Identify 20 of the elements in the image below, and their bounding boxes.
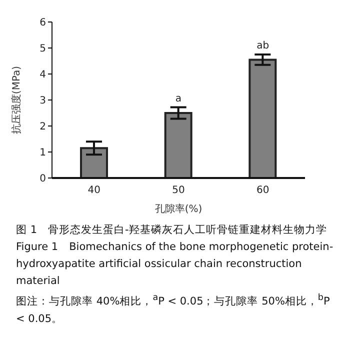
x-axis-title: 孔隙率(%) (154, 203, 202, 215)
y-tick-label: 6 (40, 18, 46, 29)
x-tick-label: 50 (172, 185, 185, 196)
text: Figure 1 Biomechanics of the bone morphogenetic protein-hydroxyapatite artificial ossicular chain reconstruction material (16, 240, 334, 289)
bar (248, 58, 277, 178)
bar (80, 147, 108, 178)
y-tick-label: 4 (40, 70, 46, 81)
y-tick-label: 0 (40, 174, 46, 185)
y-axis-title: 抗压强度(MPa) (10, 66, 23, 134)
text: 图注：与孔隙率 40%相比，$^{a}$P < 0.05；与孔隙率 50%相比，$^{b}$P < 0.05。 (16, 293, 330, 324)
bar (164, 112, 192, 178)
x-tick-label: 40 (88, 185, 101, 196)
annotation: ab (256, 40, 270, 52)
annotation: a (175, 93, 182, 104)
x-tick-label: 60 (256, 185, 270, 196)
y-tick-label: 3 (40, 96, 46, 107)
text: 图 1 骨形态发生蛋白-羟基磷灰石人工听骨链重建材料生物力学 (16, 223, 328, 238)
y-tick-label: 2 (40, 122, 46, 133)
y-tick-label: 1 (40, 148, 46, 159)
y-tick-label: 5 (40, 44, 46, 55)
